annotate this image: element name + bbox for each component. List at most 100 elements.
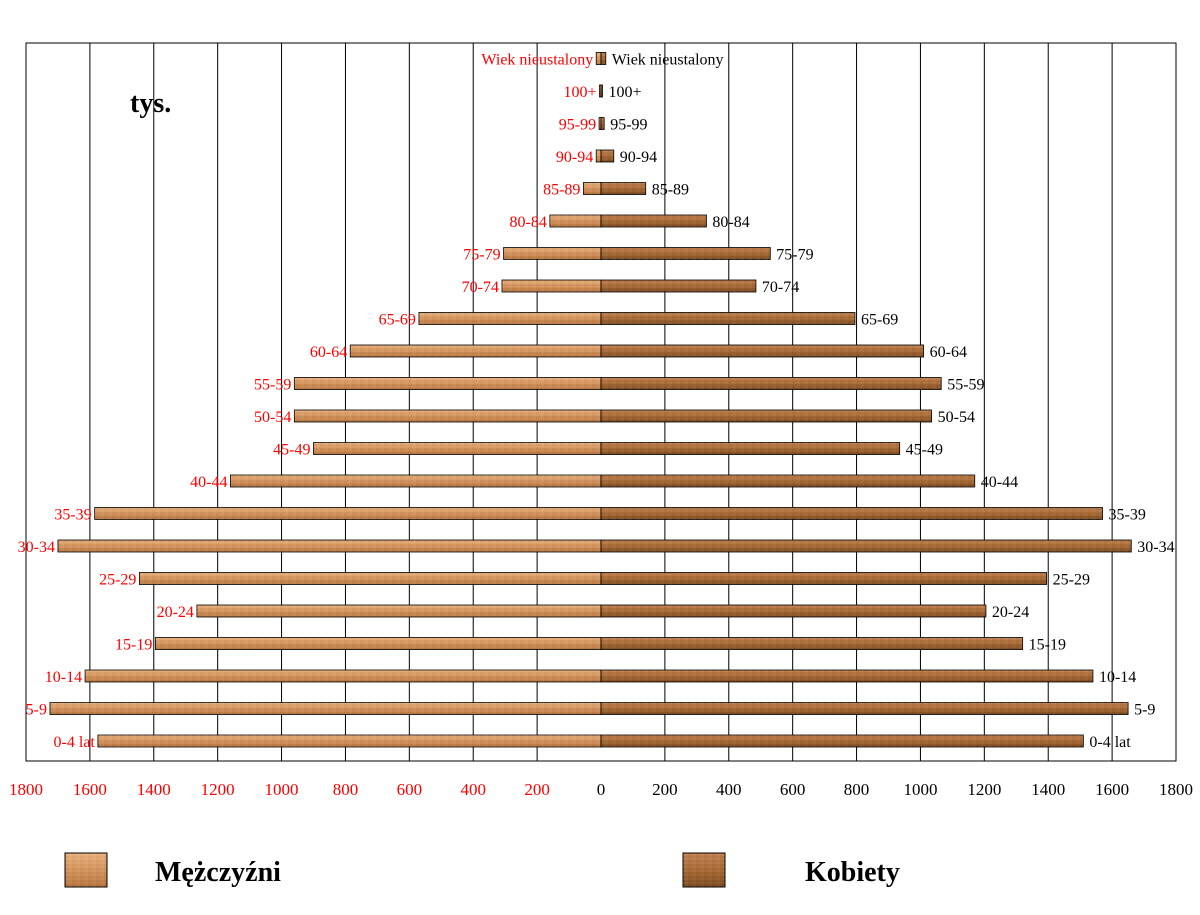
bar-men-texture — [139, 572, 601, 585]
unit-label: tys. — [130, 88, 171, 119]
bar-women-texture — [601, 150, 614, 162]
bar-women-texture — [601, 670, 1093, 682]
bar-women-texture — [601, 312, 855, 325]
category-label-women: 60-64 — [930, 344, 967, 361]
x-tick-label-center: 0 — [597, 780, 606, 799]
category-label-women: 40-44 — [981, 474, 1018, 491]
category-label-men: 50-54 — [254, 409, 291, 426]
category-label-men: 75-79 — [463, 247, 500, 264]
x-tick-label-left: 1000 — [265, 780, 299, 799]
bar-women-texture — [601, 182, 646, 195]
x-tick-label-left: 1400 — [137, 780, 171, 799]
bar-men-texture — [313, 442, 601, 455]
bar-men-texture — [599, 117, 601, 130]
category-label-women: 25-29 — [1053, 572, 1090, 589]
bar-women-texture — [601, 735, 1084, 747]
category-label-women: 90-94 — [620, 149, 657, 166]
category-label-men: 80-84 — [510, 214, 547, 231]
category-label-men: 100+ — [563, 84, 596, 101]
bar-men-texture — [501, 280, 601, 292]
legend-swatch-women-texture — [683, 853, 725, 887]
bar-women-texture — [601, 540, 1132, 552]
x-tick-label-right: 1600 — [1095, 780, 1129, 799]
category-label-women: 70-74 — [762, 279, 799, 296]
bar-men-texture — [583, 182, 601, 195]
category-label-women: Wiek nieustalony — [612, 52, 724, 69]
bar-men-texture — [549, 215, 601, 227]
bar-women-texture — [601, 247, 771, 260]
category-label-women: 45-49 — [906, 442, 943, 459]
category-label-men: 0-4 lat — [54, 734, 96, 751]
bar-men-texture — [294, 377, 601, 390]
legend-label-men: Mężczyźni — [155, 857, 281, 888]
bar-women-texture — [601, 702, 1129, 715]
x-tick-label-left: 200 — [524, 780, 550, 799]
bar-women-texture — [601, 572, 1047, 585]
category-label-men: 30-34 — [18, 539, 55, 556]
x-tick-label-right: 400 — [716, 780, 742, 799]
x-tick-label-left: 600 — [397, 780, 423, 799]
category-label-men: 70-74 — [462, 279, 499, 296]
category-label-men: 5-9 — [26, 702, 47, 719]
x-tick-label-left: 1800 — [9, 780, 43, 799]
category-label-women: 5-9 — [1134, 702, 1155, 719]
x-tick-label-left: 400 — [460, 780, 486, 799]
bar-women-texture — [601, 475, 975, 487]
category-label-women: 50-54 — [938, 409, 975, 426]
bar-women-texture — [601, 377, 942, 390]
bar-men-texture — [596, 52, 601, 65]
category-label-women: 10-14 — [1099, 669, 1136, 686]
legend-label-women: Kobiety — [805, 857, 900, 888]
x-tick-label-left: 1200 — [201, 780, 235, 799]
category-label-women: 85-89 — [652, 182, 689, 199]
bar-men-texture — [97, 735, 601, 747]
category-label-women: 95-99 — [610, 117, 647, 134]
x-tick-label-right: 1000 — [903, 780, 937, 799]
x-tick-label-left: 1600 — [73, 780, 107, 799]
bar-men-texture — [155, 637, 601, 650]
legend-swatch-men-texture — [65, 853, 107, 887]
category-label-women: 20-24 — [992, 604, 1029, 621]
bar-men-texture — [599, 85, 601, 97]
x-tick-label-right: 600 — [780, 780, 806, 799]
category-label-men: 45-49 — [273, 442, 310, 459]
x-tick-label-right: 800 — [844, 780, 870, 799]
bars-group — [49, 52, 1132, 748]
category-label-men: 35-39 — [54, 507, 91, 524]
bar-men-texture — [94, 507, 602, 520]
bar-women-texture — [601, 442, 900, 455]
bar-men-texture — [85, 670, 601, 682]
bar-women-texture — [601, 52, 606, 65]
category-label-men: Wiek nieustalony — [481, 52, 593, 69]
x-tick-label-right: 1800 — [1159, 780, 1193, 799]
category-label-men: 95-99 — [559, 117, 596, 134]
category-label-women: 35-39 — [1109, 507, 1146, 524]
bar-men-texture — [294, 410, 601, 422]
x-tick-label-right: 200 — [652, 780, 678, 799]
category-label-men: 85-89 — [543, 182, 580, 199]
category-label-men: 60-64 — [310, 344, 347, 361]
category-label-women: 0-4 lat — [1089, 734, 1131, 751]
category-label-women: 65-69 — [861, 312, 898, 329]
bar-women-texture — [601, 345, 924, 357]
bar-men-texture — [57, 540, 601, 552]
bar-men-texture — [230, 475, 601, 487]
category-label-men: 25-29 — [99, 572, 136, 589]
bar-men-texture — [418, 312, 601, 325]
category-label-men: 90-94 — [556, 149, 593, 166]
bar-women-texture — [601, 507, 1103, 520]
category-label-men: 20-24 — [157, 604, 194, 621]
category-label-women: 30-34 — [1137, 539, 1174, 556]
bar-women-texture — [601, 117, 605, 130]
bar-men-texture — [49, 702, 602, 715]
x-tick-label-left: 800 — [333, 780, 359, 799]
category-label-women: 80-84 — [712, 214, 749, 231]
category-label-men: 65-69 — [379, 312, 416, 329]
bar-men-texture — [196, 605, 601, 617]
category-label-men: 55-59 — [254, 377, 291, 394]
category-label-men: 15-19 — [115, 637, 152, 654]
legend: Mężczyźni Kobiety — [64, 852, 900, 888]
category-label-women: 75-79 — [776, 247, 813, 264]
